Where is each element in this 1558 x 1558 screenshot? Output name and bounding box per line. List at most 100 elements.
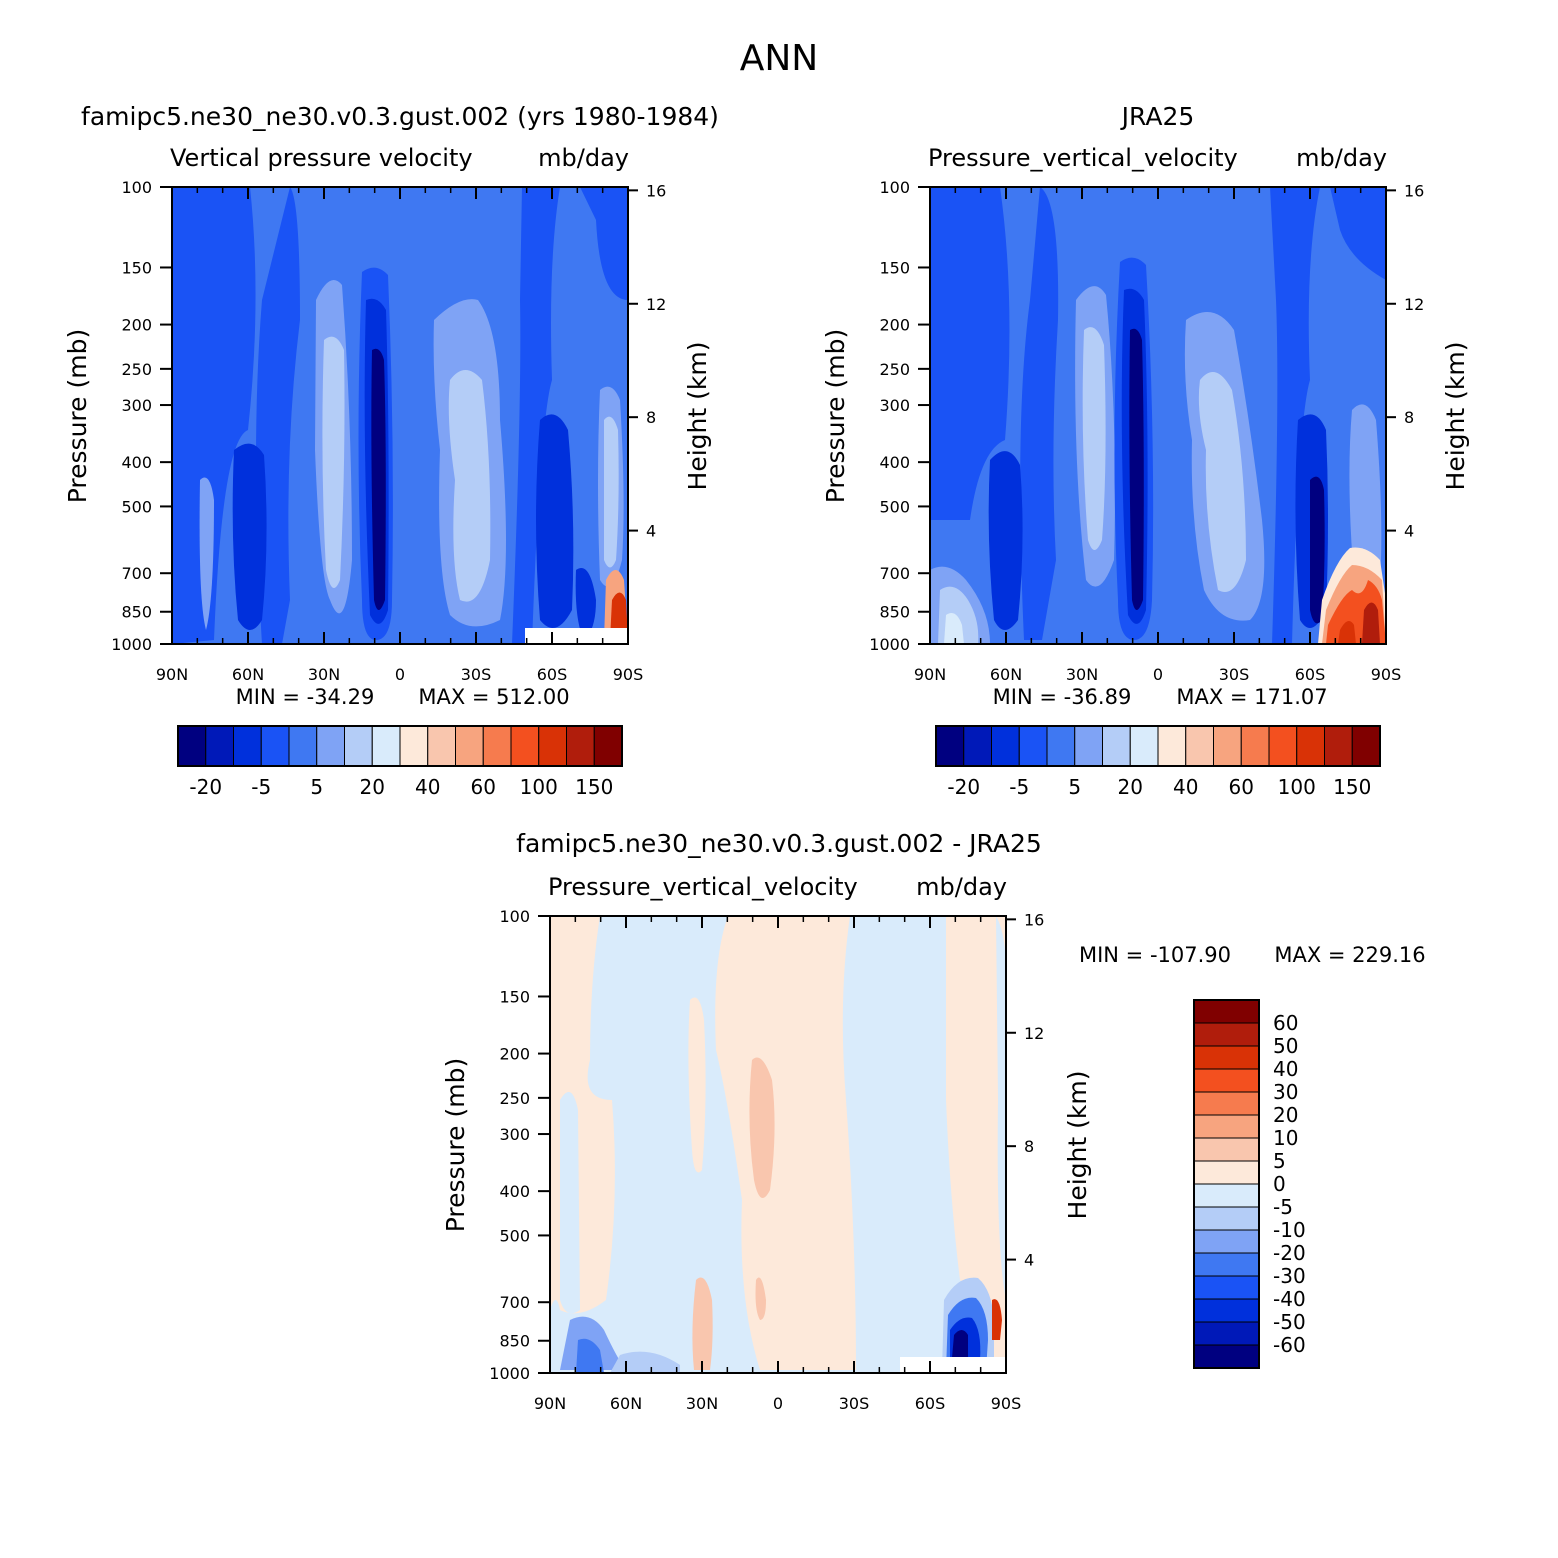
y-tick-label: 250 — [879, 360, 910, 379]
panel-3-max: MAX = 229.16 — [1274, 943, 1425, 967]
y-tick-label: 1000 — [111, 635, 152, 654]
colorbar-box — [1102, 725, 1131, 767]
colorbar-box — [482, 725, 512, 767]
colorbar-label: -30 — [1273, 1264, 1306, 1288]
x-tick-label: 90S — [991, 1394, 1022, 1413]
panel-2-subtitle-right: mb/day — [1296, 144, 1387, 172]
colorbar-label: -20 — [189, 775, 222, 799]
y-tick-label: 850 — [499, 1332, 530, 1351]
colorbar-box — [344, 725, 373, 767]
colorbar-label: 60 — [1273, 1011, 1298, 1035]
colorbar-box — [510, 725, 540, 767]
x-tick-label: 30S — [1219, 665, 1250, 684]
panel-3-ylabel: Pressure (mb) — [441, 1058, 470, 1232]
panel-1-min: MIN = -34.29 — [236, 685, 375, 709]
colorbar-box — [399, 725, 429, 767]
colorbar-label: -5 — [251, 775, 271, 799]
colorbar-label: 60 — [1229, 775, 1254, 799]
x-tick-label: 30N — [686, 1394, 718, 1413]
colorbar-box — [260, 725, 290, 767]
x-tick-label: 90S — [1371, 665, 1402, 684]
panel-3-axes: 90N 60N 30N 0 30S 60S 90S 100 150 200 250 300 400 500… — [489, 907, 1044, 1413]
y-tick-label: 250 — [121, 360, 152, 379]
colorbar-box — [1193, 1298, 1260, 1323]
panel-model: famipc5.ne30_ne30.v0.3.gust.002 (yrs 198… — [63, 102, 719, 799]
colorbar-label: 20 — [360, 775, 385, 799]
colorbar-frame — [177, 725, 623, 767]
colorbar-box — [1351, 725, 1381, 767]
x-tick-label: 90N — [914, 665, 946, 684]
y-tick-label: 1000 — [869, 635, 910, 654]
x-tick-label: 60N — [610, 1394, 642, 1413]
panel-1-title: famipc5.ne30_ne30.v0.3.gust.002 (yrs 198… — [81, 102, 719, 131]
colorbar-box — [1185, 725, 1214, 767]
colorbar-label: 0 — [1273, 1172, 1286, 1196]
x-tick-label: 0 — [773, 1394, 783, 1413]
colorbar-label: 100 — [520, 775, 558, 799]
y-tick-label: 400 — [879, 453, 910, 472]
y-tick-label: 200 — [879, 316, 910, 335]
colorbar-box — [205, 725, 234, 767]
colorbar-box — [1193, 1252, 1260, 1277]
colorbar-box — [1046, 725, 1076, 767]
panel-2-subtitle-left: Pressure_vertical_velocity — [928, 144, 1238, 172]
colorbar-box — [1193, 1068, 1260, 1093]
y-tick-label: 300 — [499, 1125, 530, 1144]
colorbar-label: 150 — [1333, 775, 1371, 799]
y-right-tick-label: 4 — [646, 522, 656, 541]
x-tick-label: 0 — [395, 665, 405, 684]
x-tick-label: 60S — [537, 665, 568, 684]
y-tick-label: 500 — [499, 1226, 530, 1245]
figure-title: ANN — [740, 38, 819, 79]
colorbar-label: 50 — [1273, 1034, 1298, 1058]
x-tick-label: 60N — [990, 665, 1022, 684]
y-tick-label: 400 — [499, 1182, 530, 1201]
colorbar-label: -60 — [1273, 1333, 1306, 1357]
colorbar-label: -40 — [1273, 1287, 1306, 1311]
y-right-tick-label: 8 — [1404, 408, 1414, 427]
colorbar-label: 100 — [1278, 775, 1316, 799]
panel-1-colorbar: -20 -5 5 20 40 60 100 150 — [177, 725, 623, 799]
panel-1-subtitle-right: mb/day — [538, 144, 629, 172]
panel-2-colorbar: -20 -5 5 20 40 60 100 150 — [935, 725, 1381, 799]
panel-2-title: JRA25 — [1120, 102, 1195, 131]
panel-1-subtitle-left: Vertical pressure velocity — [170, 144, 473, 172]
x-tick-label: 30S — [461, 665, 492, 684]
colorbar-box — [177, 725, 207, 767]
colorbar-box — [1157, 725, 1187, 767]
colorbar-box — [991, 725, 1020, 767]
colorbar-label: -20 — [1273, 1241, 1306, 1265]
y-tick-label: 100 — [879, 178, 910, 197]
colorbar-box — [1213, 725, 1242, 767]
x-tick-label: 60S — [1295, 665, 1326, 684]
panel-3-subtitle-right: mb/day — [916, 873, 1007, 901]
colorbar-box — [1074, 725, 1103, 767]
y-tick-label: 700 — [499, 1293, 530, 1312]
colorbar-box — [1296, 725, 1325, 767]
colorbar-frame — [935, 725, 1381, 767]
colorbar-box — [593, 725, 623, 767]
colorbar-box — [427, 725, 456, 767]
colorbar-box — [1193, 1114, 1260, 1139]
colorbar-label: 150 — [575, 775, 613, 799]
panel-3-field — [550, 916, 1006, 1373]
y-tick-label: 150 — [879, 258, 910, 277]
colorbar-box — [1193, 1022, 1260, 1047]
colorbar-box — [288, 725, 318, 767]
panel-2-axes: 90N 60N 30N 0 30S 60S 90S 100 150 200 250 300 400 500… — [869, 178, 1424, 684]
colorbar-box — [1193, 1229, 1260, 1254]
y-right-tick-label: 8 — [646, 408, 656, 427]
x-tick-label: 60S — [915, 1394, 946, 1413]
y-tick-label: 300 — [879, 396, 910, 415]
y-tick-label: 700 — [121, 564, 152, 583]
y-right-tick-label: 16 — [1024, 910, 1044, 929]
y-tick-label: 500 — [121, 497, 152, 516]
colorbar-box — [538, 725, 567, 767]
panel-3-ylabel-right: Height (km) — [1063, 1071, 1092, 1220]
colorbar-box — [233, 725, 262, 767]
colorbar-label: 40 — [415, 775, 440, 799]
y-tick-label: 400 — [121, 453, 152, 472]
panel-1-axes: 90N 60N 30N 0 30S 60S 90S 100 150 200 250 300 400 500… — [111, 178, 666, 684]
colorbar-box — [1193, 1045, 1260, 1070]
